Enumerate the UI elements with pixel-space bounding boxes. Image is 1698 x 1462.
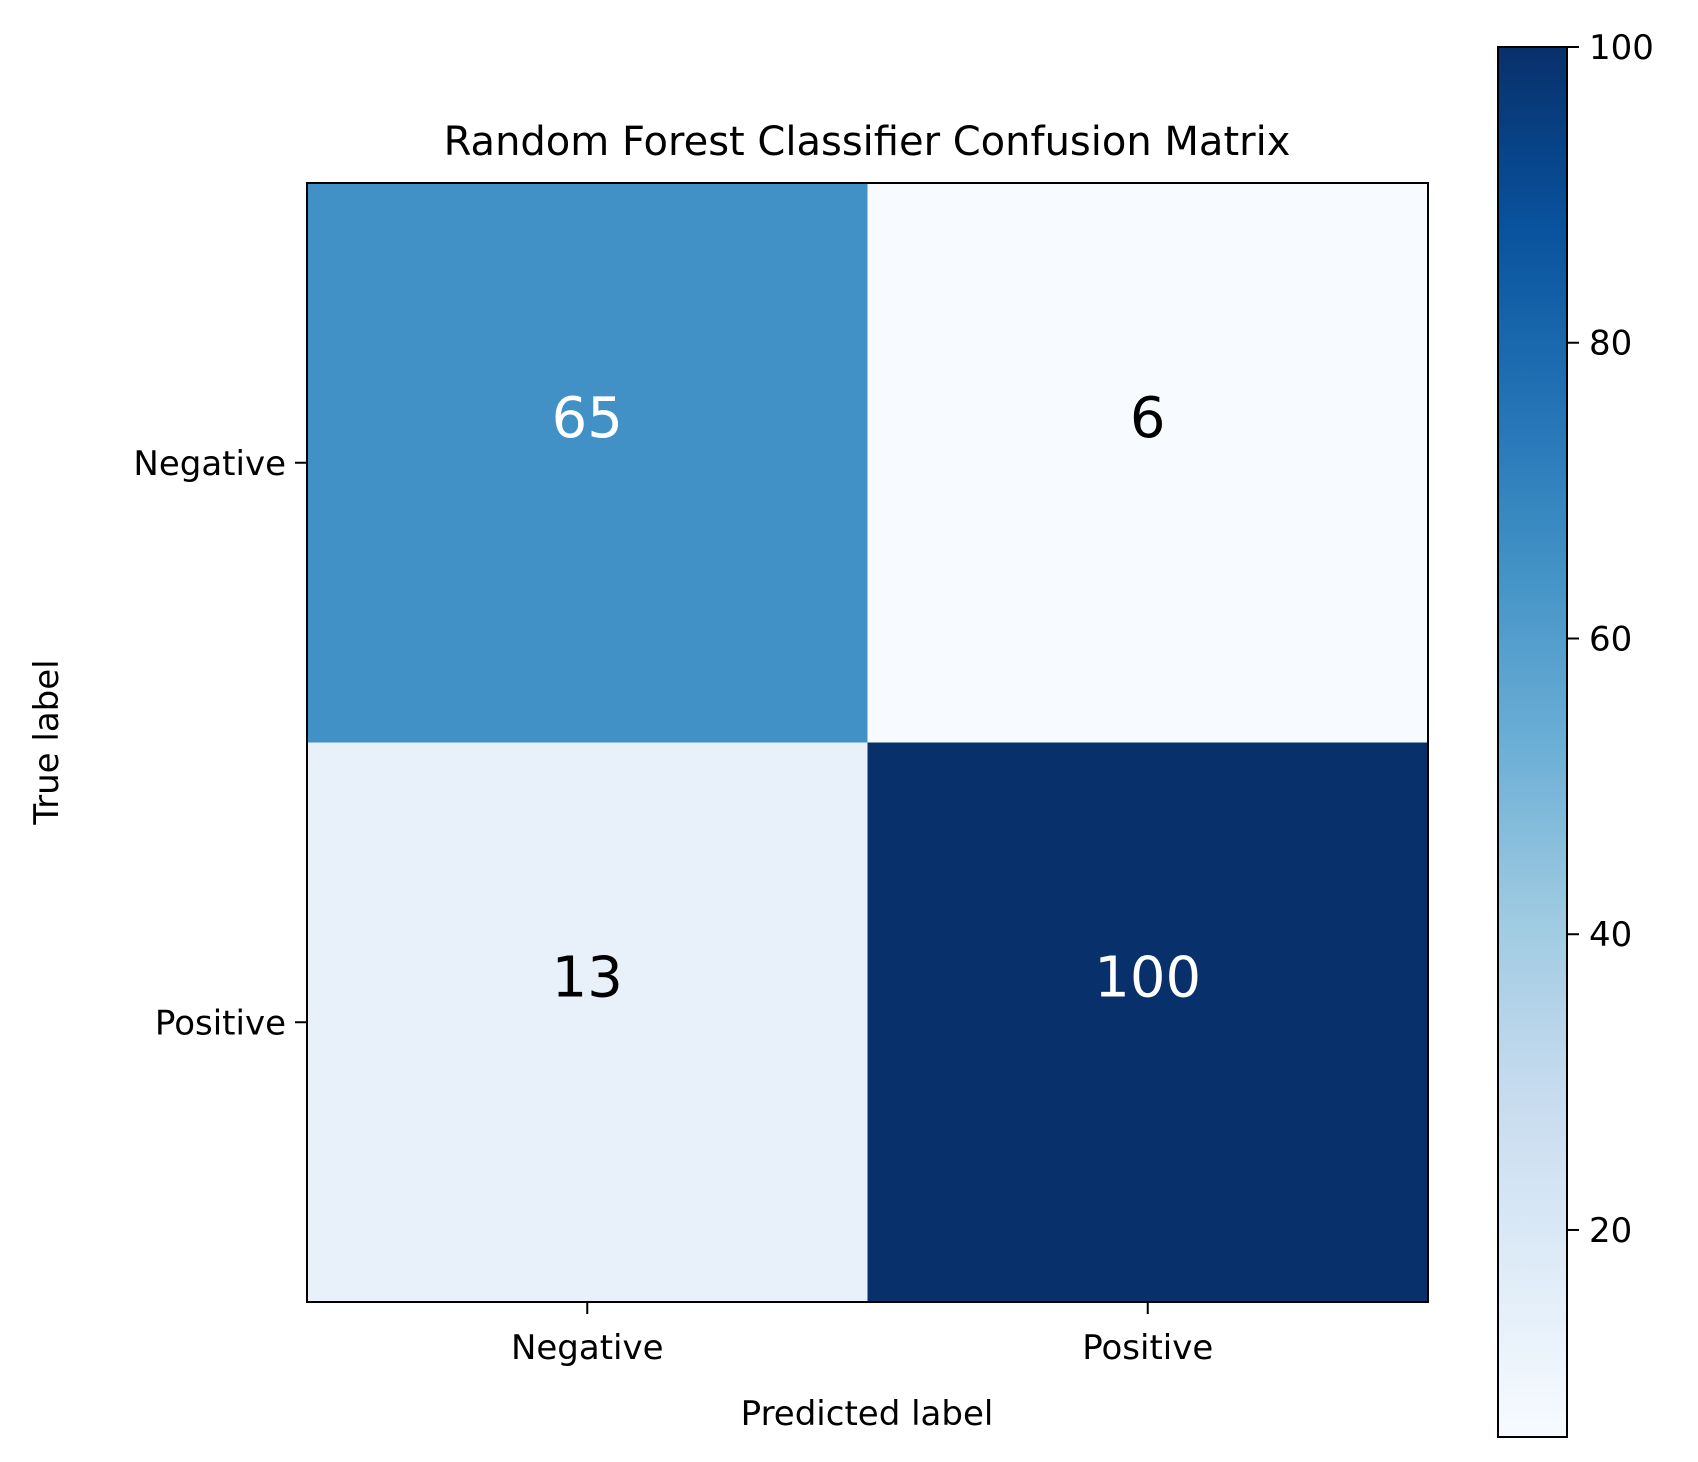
matrix-cell-value-0-0: 65 xyxy=(552,386,623,451)
plot-frame xyxy=(306,182,1429,1303)
colorbar-tick-label-0: 20 xyxy=(1589,1211,1632,1251)
x-axis-label: Predicted label xyxy=(741,1394,994,1434)
y-tick-label-1: Positive xyxy=(155,1003,286,1043)
x-axis-ticks: Negative Positive xyxy=(511,1302,1213,1368)
matrix-cell-value-1-0: 13 xyxy=(552,945,623,1010)
colorbar-tick-label-1: 40 xyxy=(1589,915,1632,955)
matrix-cells xyxy=(307,183,1429,1303)
colorbar-tick-label-4: 100 xyxy=(1589,28,1654,68)
matrix-cell-1-1 xyxy=(867,742,1429,1303)
colorbar-tick-label-2: 60 xyxy=(1589,619,1632,659)
y-axis-label: True label xyxy=(27,659,67,825)
x-tick-label-0: Negative xyxy=(511,1328,664,1368)
matrix-cell-value-1-1: 100 xyxy=(1094,945,1201,1010)
chart-title: Random Forest Classifier Confusion Matri… xyxy=(444,119,1291,165)
x-tick-label-1: Positive xyxy=(1082,1328,1213,1368)
y-axis-ticks: Negative Positive xyxy=(133,444,307,1043)
matrix-cell-0-1 xyxy=(867,183,1429,743)
colorbar-tick-label-3: 80 xyxy=(1589,324,1632,364)
y-tick-label-0: Negative xyxy=(133,444,286,484)
matrix-cell-0-0 xyxy=(307,183,868,743)
colorbar xyxy=(1497,46,1568,1438)
matrix-cell-labels: 65 6 13 100 xyxy=(552,386,1202,1011)
colorbar-ticks: 20 40 60 80 100 xyxy=(1567,28,1654,1251)
matrix-cell-1-0 xyxy=(307,742,868,1303)
matrix-cell-value-0-1: 6 xyxy=(1130,386,1166,451)
